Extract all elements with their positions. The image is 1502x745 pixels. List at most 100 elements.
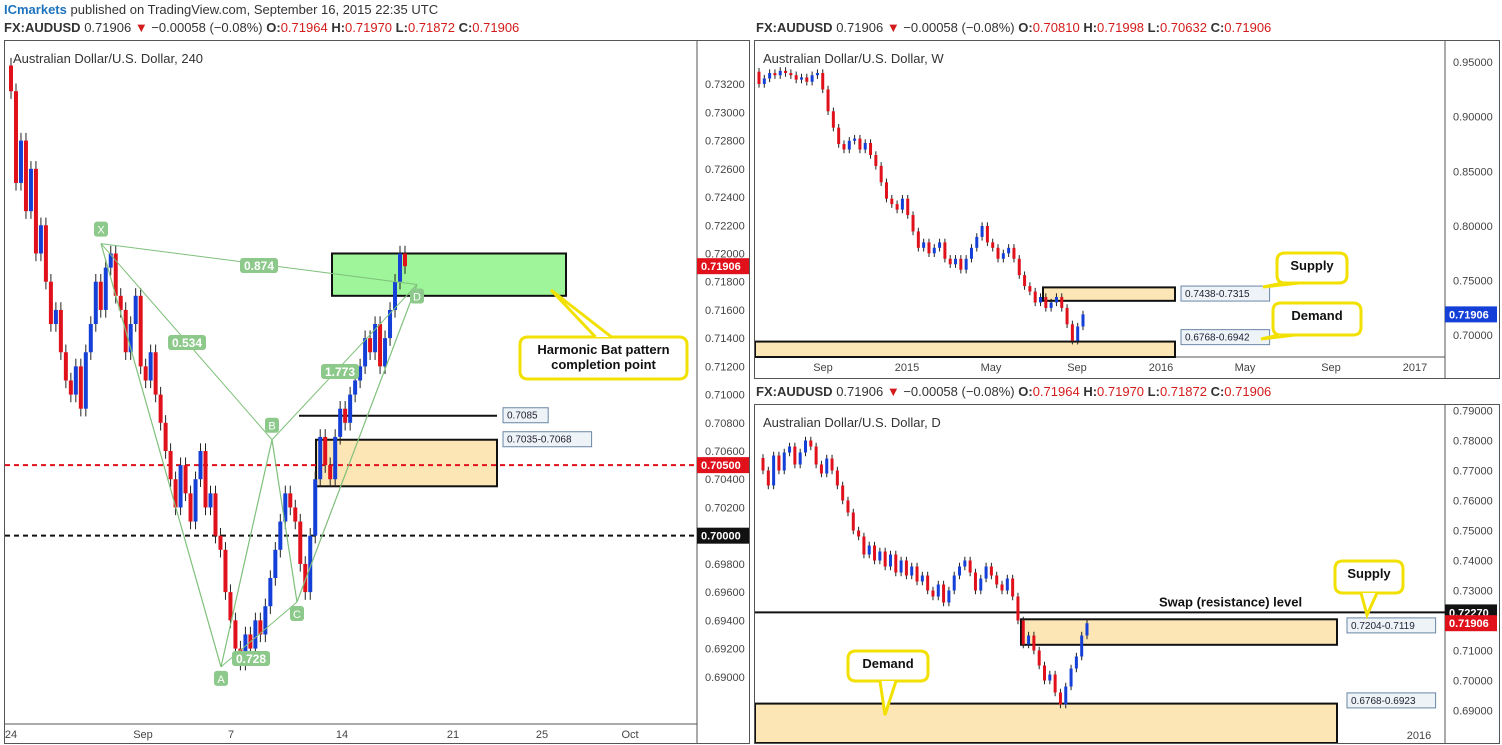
weekly-candle [794,75,798,80]
daily-candle [979,578,983,591]
daily-candle [1000,584,1004,591]
h4-pattern-leg [100,243,222,668]
h4-chart[interactable]: 0.73200 0.73000 0.72800 0.72600 0.72400 0.722… [5,41,749,743]
weekly-chart-panel[interactable]: Australian Dollar/U.S. Dollar, W 0.95000… [754,40,1500,379]
h4-pattern-point-a: A [217,674,225,686]
weekly-y-tick-label: 0.85000 [1453,166,1493,178]
daily-candle [814,446,818,465]
weekly-candle [837,127,841,145]
h4-open: 0.71964 [280,20,328,35]
h4-candle [143,366,148,381]
weekly-y-tick-label: 0.80000 [1453,221,1493,233]
weekly-candle [895,204,899,210]
daily-demand-callout-bubble [846,649,930,683]
weekly-candle [1012,247,1016,259]
h4-candle [273,549,278,579]
weekly-y-tick-label: 0.75000 [1453,276,1493,288]
daily-candle [766,470,770,486]
daily-candle [968,560,972,573]
h4-pattern-leg [271,439,298,603]
h4-y-tick-label: 0.69000 [705,672,745,684]
daily-candle [899,560,903,573]
h4-candle [358,366,363,381]
h4-candle [23,140,28,212]
h4-ratio-ab-bg [232,651,270,666]
weekly-down-arrow-icon: ▼ [886,20,900,35]
weekly-last-price-tag: 0.71906 [1449,309,1489,321]
daily-change: −0.00058 (−0.08%) [903,384,1015,399]
h4-candle [13,91,18,183]
brand-link[interactable]: ICmarkets [4,2,67,17]
h4-candle [63,352,68,381]
daily-candle [958,566,962,576]
daily-candle [830,458,834,471]
h4-high: 0.71970 [345,20,393,35]
weekly-demand-label: 0.6768-0.6942 [1185,333,1250,344]
h4-pattern-ratio-line [271,284,418,441]
daily-y-tick-label: 0.69000 [1453,706,1493,718]
h4-candle [148,352,153,381]
h4-close: 0.71906 [472,20,520,35]
daily-candle [798,452,802,465]
daily-candle [1080,635,1084,657]
h4-y-tick-label: 0.72200 [705,220,745,232]
daily-demand-callout-text: Demand [862,656,913,671]
h4-candle [108,253,113,268]
weekly-demand-callout-bubble [1271,301,1363,337]
h4-candle [48,281,53,325]
daily-candle [777,455,781,471]
h4-candle [338,408,343,437]
h4-candle [378,324,383,367]
weekly-high: 0.71998 [1097,20,1145,35]
daily-candle [873,545,877,561]
h4-callout-text: Harmonic Bat pattern [537,342,669,357]
daily-chart-panel[interactable]: Australian Dollar/U.S. Dollar, D 0.79000… [754,404,1500,744]
h4-callout-text: completion point [551,357,656,372]
daily-candle [1058,692,1062,705]
h4-y-tick-label: 0.69800 [705,559,745,571]
h4-candle [193,479,198,522]
h4-low: 0.71872 [407,20,455,35]
h4-ratio-xb-bg [240,258,278,273]
h4-candle [268,578,273,607]
weekly-candle [916,231,920,248]
daily-candle [1048,674,1052,681]
h4-chart-panel[interactable]: Australian Dollar/U.S. Dollar, 240 0.732… [4,40,750,744]
daily-candle [1074,656,1078,669]
daily-y-tick-label: 0.73000 [1453,586,1493,598]
daily-candle [878,551,882,561]
h4-y-tick-label: 0.70400 [705,474,745,486]
weekly-candle [869,142,873,155]
weekly-x-tick-label: Sep [813,362,833,374]
weekly-chart[interactable]: 0.95000 0.90000 0.85000 0.80000 0.75000 0.700… [755,41,1499,378]
h4-ratio-bd: 1.773 [325,365,355,379]
weekly-x-tick-label: 2015 [895,362,919,374]
weekly-candle [1001,253,1005,259]
weekly-change: −0.00058 (−0.08%) [903,20,1015,35]
weekly-low: 0.70632 [1159,20,1207,35]
h4-x-tick-label: 25 [536,729,548,741]
daily-supply-callout-text: Supply [1347,566,1391,581]
weekly-x-tick-label: May [981,362,1002,374]
daily-candle [1043,665,1047,681]
daily-candle [995,575,999,585]
h4-candle [103,267,108,310]
daily-y-tick-label: 0.78000 [1453,436,1493,448]
daily-demand-callout-pointer [878,680,898,716]
h4-last-price-tag-bg [697,258,749,275]
daily-chart[interactable]: 0.79000 0.78000 0.77000 0.76000 0.75000 0.740… [755,405,1499,743]
h4-candle [283,493,288,522]
daily-candle [1037,650,1041,666]
weekly-candle [1017,258,1021,276]
h4-candle [403,253,407,267]
h4-ratio-bd-bg [321,364,359,379]
h4-ratio-xa-bg [168,335,206,350]
weekly-close: 0.71906 [1224,20,1272,35]
daily-demand-zone [755,702,1338,743]
daily-supply-label-bg [1346,617,1437,634]
daily-candle [803,440,807,453]
daily-candle [947,590,951,603]
weekly-y-tick-label: 0.90000 [1453,112,1493,124]
daily-candle [888,554,892,567]
h4-pattern-point-x-bg [94,221,108,237]
